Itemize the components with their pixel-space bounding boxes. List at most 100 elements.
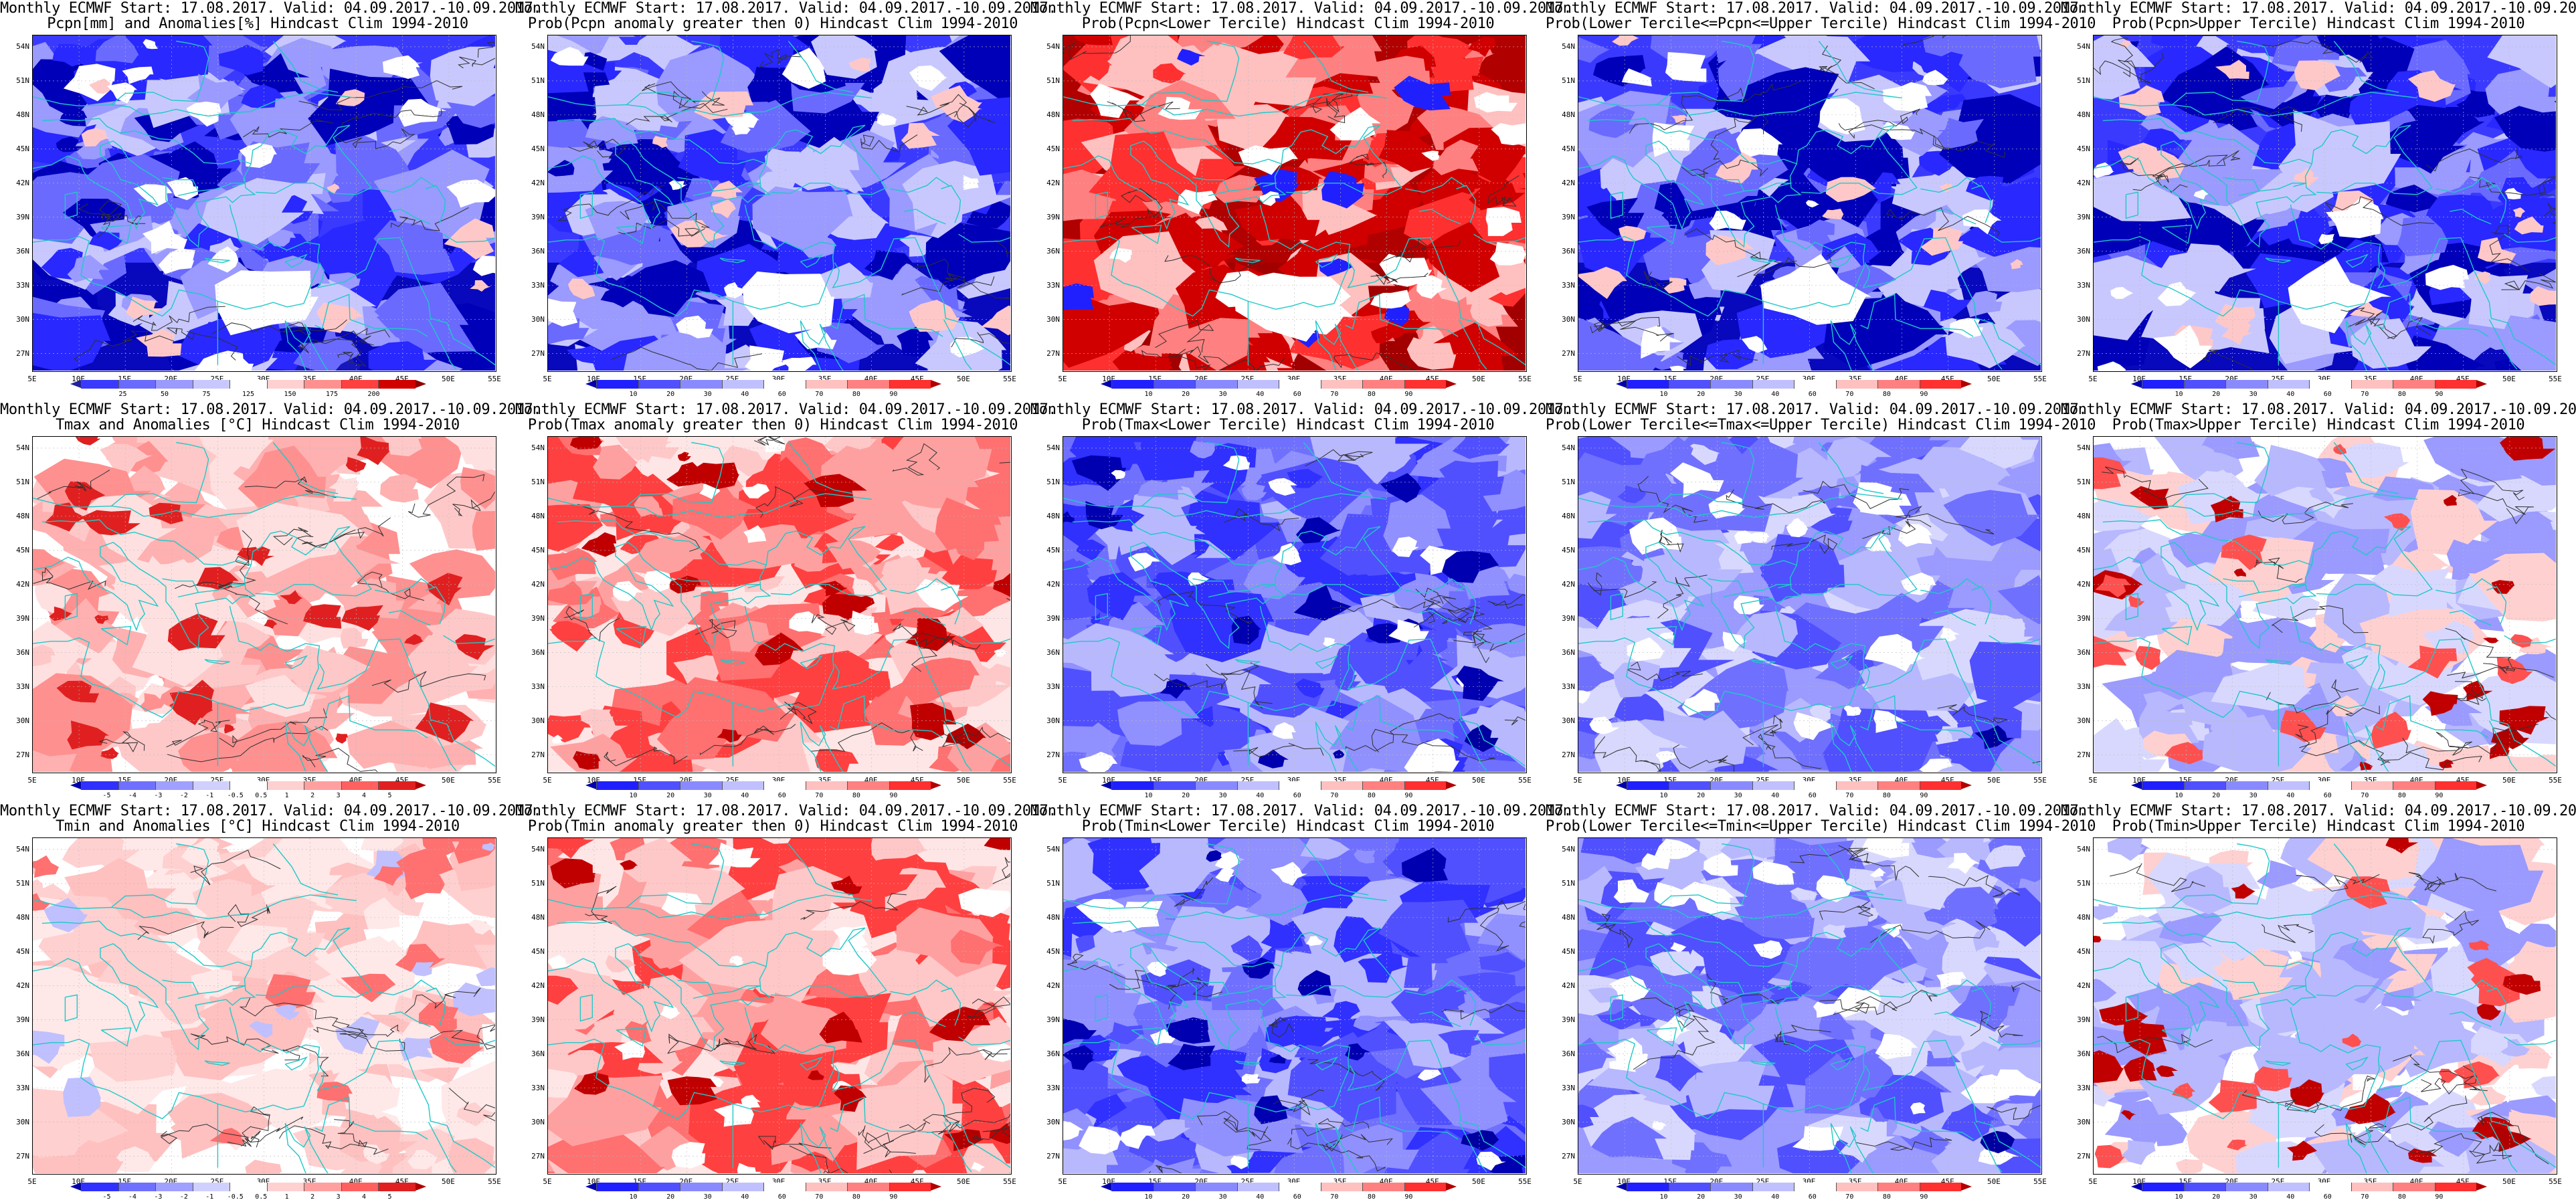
shaded-region	[1322, 1001, 1360, 1025]
longitude-label: 55E	[2549, 1177, 2562, 1186]
latitude-label: 51N	[1046, 76, 1060, 85]
shaded-region-accent	[1230, 1155, 1250, 1169]
contour-line	[1441, 1003, 1526, 1020]
shaded-region	[238, 445, 327, 508]
coastline	[33, 1007, 320, 1120]
longitude-label: 55E	[2549, 776, 2562, 785]
latitude-label: 54N	[2077, 41, 2090, 51]
shaded-region	[2469, 1086, 2507, 1106]
colorbar-segment	[1362, 781, 1404, 790]
white-region	[215, 270, 318, 336]
colorbar-segment	[1153, 380, 1195, 389]
shaded-region	[2421, 621, 2475, 656]
shaded-region	[1789, 887, 1819, 900]
latitude-label: 51N	[2077, 878, 2090, 888]
colorbar-low-arrow	[1616, 1183, 1627, 1191]
colorbar-segment	[1320, 380, 1362, 389]
contour-line	[1970, 1011, 2023, 1038]
shaded-region-accent	[2407, 70, 2456, 102]
coastline	[100, 625, 132, 645]
latitude-label: 39N	[2077, 613, 2090, 623]
shaded-region	[1969, 641, 2041, 708]
shaded-region	[1353, 1015, 1382, 1031]
shaded-region-accent	[1869, 868, 1886, 878]
coastline	[557, 118, 767, 165]
latitude-label: 45N	[1046, 946, 1060, 956]
coastline	[2094, 927, 2433, 1051]
contour-line	[341, 108, 442, 130]
latitude-label: 54N	[16, 41, 29, 51]
shaded-region	[975, 911, 1010, 938]
longitude-label: 50E	[1471, 776, 1485, 785]
contour-line	[137, 921, 234, 940]
longitude-label: 5E	[543, 1177, 552, 1186]
longitude-label: 50E	[441, 375, 455, 383]
latitude-label: 36N	[2077, 1049, 2090, 1058]
shaded-region	[368, 341, 438, 371]
shaded-region	[88, 1034, 177, 1082]
coastline	[548, 526, 887, 649]
colorbar-segment	[229, 1183, 267, 1191]
coastline	[198, 985, 246, 995]
shaded-region	[2151, 35, 2223, 50]
colorbar-segment	[1627, 380, 1669, 389]
shaded-region	[1753, 1035, 1856, 1086]
shaded-region-accent	[125, 296, 163, 319]
panel-subtitle: Prob(Lower Tercile<=Tmax<=Upper Tercile)…	[1546, 417, 2096, 433]
contour-line	[2261, 924, 2314, 943]
contour-line	[219, 708, 327, 748]
shaded-region	[33, 644, 56, 667]
colorbar-tick-label: 30	[703, 391, 712, 398]
latitude-label: 27N	[16, 348, 29, 358]
shaded-region-accent	[167, 613, 225, 651]
coastline	[1405, 177, 1466, 193]
panel-title-line1: Monthly ECMWF Start: 17.08.2017. Valid: …	[0, 0, 542, 17]
contour-line	[1148, 1165, 1182, 1173]
shaded-region	[241, 84, 286, 108]
shaded-region-accent	[303, 604, 342, 629]
shaded-region-accent	[822, 946, 877, 976]
shaded-region-accent	[1333, 749, 1345, 759]
colorbar-high-arrow	[416, 380, 426, 388]
coastline	[1818, 41, 1884, 93]
colorbar-segment	[341, 781, 379, 790]
colorbar-segment	[1195, 1183, 1237, 1191]
colorbar-segment	[1877, 380, 1920, 389]
longitude-label: 5E	[1573, 1177, 1582, 1186]
contour-line	[1333, 352, 1416, 371]
latitude-label: 39N	[1562, 613, 1575, 623]
coastline	[1920, 578, 1981, 595]
coastline	[272, 442, 339, 494]
contour-line	[577, 504, 701, 552]
longitude-label: 50E	[441, 1177, 455, 1186]
contour-line	[2424, 872, 2497, 892]
shaded-field	[1063, 35, 1526, 371]
coastline	[1473, 635, 1526, 644]
shaded-region-accent	[1258, 749, 1289, 769]
colorbar-segment	[2183, 781, 2225, 790]
shaded-region-accent	[713, 1103, 755, 1127]
shaded-region-accent	[1271, 862, 1307, 886]
shaded-region	[620, 534, 665, 555]
contour-line	[313, 1024, 399, 1037]
shaded-region	[2309, 487, 2335, 504]
coastline	[2435, 979, 2496, 996]
latitude-label: 30N	[2077, 1117, 2090, 1126]
coastline	[941, 185, 961, 223]
shaded-region	[1074, 35, 1113, 45]
shaded-region	[140, 693, 167, 712]
coastline	[1971, 987, 1992, 1026]
colorbar-tick-label: 2	[310, 792, 315, 799]
shaded-region-accent	[422, 838, 460, 857]
colorbar-low-arrow	[585, 1183, 596, 1191]
shaded-region	[347, 720, 434, 769]
coastline	[1920, 979, 1981, 996]
coastline	[1458, 720, 1487, 771]
colorbar-tick-label: 20	[666, 391, 675, 398]
shaded-region-accent	[550, 47, 589, 66]
contour-line	[1287, 1137, 1386, 1172]
colorbar-high-arrow	[416, 1183, 426, 1191]
shaded-region-accent	[1111, 470, 1125, 480]
latitude-label: 33N	[2077, 682, 2090, 691]
coastline	[1578, 605, 1866, 718]
